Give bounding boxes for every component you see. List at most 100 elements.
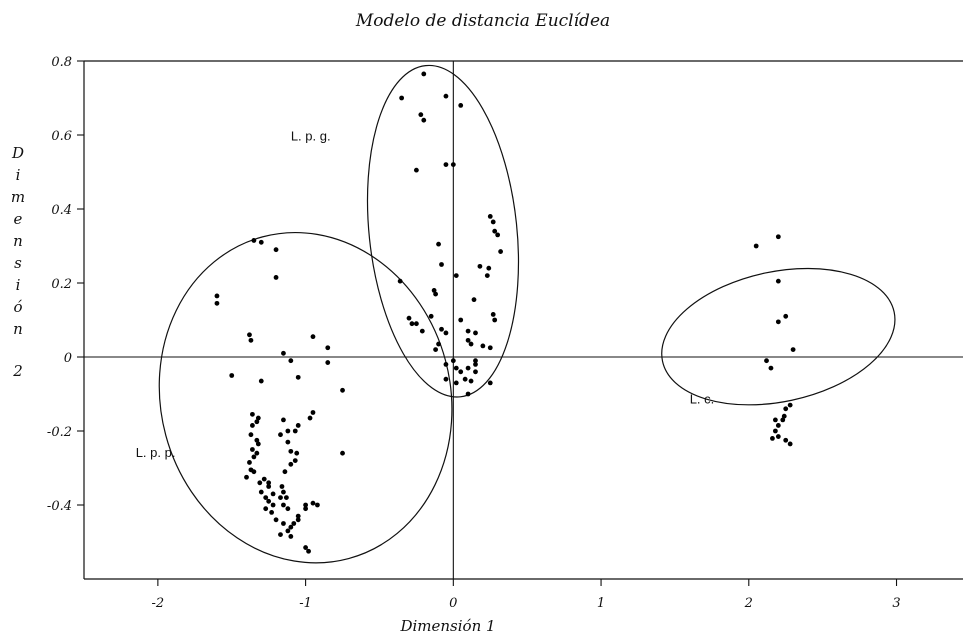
data-point: [421, 71, 427, 77]
data-point: [753, 243, 759, 249]
data-point: [285, 428, 291, 434]
data-point: [487, 345, 493, 351]
data-point: [780, 417, 786, 423]
data-point: [281, 489, 286, 495]
data-point: [465, 365, 471, 371]
data-point: [247, 460, 252, 465]
data-point: [783, 406, 789, 412]
data-point: [486, 265, 492, 271]
data-point: [270, 491, 276, 497]
data-point: [288, 524, 294, 530]
data-point: [257, 480, 263, 486]
data-point: [487, 380, 493, 386]
data-point: [436, 341, 441, 347]
data-point: [468, 341, 474, 347]
data-point: [495, 232, 501, 238]
cluster-label: L. p. p.: [136, 445, 176, 460]
cluster-label: L. c.: [690, 391, 715, 406]
data-point: [484, 273, 490, 278]
data-point: [285, 506, 291, 512]
y-axis-label-char: m: [11, 188, 25, 206]
data-point: [306, 548, 311, 554]
data-point: [214, 293, 220, 299]
data-point: [453, 365, 459, 371]
y-axis-label-char: ó: [13, 298, 22, 316]
data-point: [285, 439, 291, 445]
data-point: [487, 214, 493, 219]
data-point: [229, 373, 235, 378]
data-point: [772, 428, 778, 434]
data-point: [281, 417, 286, 423]
y-axis-label-char: n: [13, 320, 23, 338]
x-tick-label: 3: [892, 596, 900, 611]
data-point: [307, 415, 313, 421]
data-point: [250, 423, 255, 428]
data-point: [244, 474, 249, 480]
data-point: [775, 234, 781, 240]
data-point: [436, 241, 441, 247]
data-point: [409, 321, 415, 327]
data-point: [443, 162, 449, 168]
data-point: [465, 328, 471, 334]
axis-ticks: -2 -1 0 1 2 3 0.8 0.6 0.4 0.2 0 -0.2 -0.4: [47, 55, 901, 611]
data-point: [292, 428, 298, 434]
data-point: [270, 502, 276, 508]
data-point: [281, 350, 286, 356]
y-axis-label-char: i: [16, 166, 21, 184]
data-point: [406, 315, 412, 321]
data-point: [295, 517, 301, 523]
data-point: [450, 162, 456, 168]
data-point: [248, 432, 254, 438]
y-tick-label: 0.6: [51, 129, 72, 144]
data-point: [281, 502, 286, 508]
cluster-annotations: L. p. g. L. p. p. L. c.: [136, 129, 715, 460]
data-point: [295, 513, 301, 519]
data-point: [310, 410, 316, 415]
cluster-ellipses: [158, 64, 896, 564]
data-point: [473, 369, 478, 375]
data-point: [294, 450, 300, 456]
data-point: [473, 362, 478, 367]
data-point: [433, 347, 438, 352]
data-point: [279, 484, 285, 489]
cluster-ellipse: [661, 267, 896, 406]
data-point: [419, 328, 425, 334]
data-point: [255, 441, 261, 447]
data-point: [490, 312, 496, 317]
data-point: [288, 461, 294, 467]
x-tick-label: 2: [744, 596, 753, 611]
data-point: [288, 358, 294, 364]
data-point: [269, 510, 275, 515]
data-point: [263, 495, 269, 500]
data-point: [303, 506, 308, 512]
data-point: [282, 469, 288, 475]
data-point: [453, 380, 459, 386]
data-point: [480, 343, 486, 349]
data-point: [439, 262, 444, 267]
data-point: [775, 434, 781, 439]
data-point: [471, 297, 477, 303]
data-point: [255, 415, 261, 421]
data-point: [254, 437, 260, 443]
data-point: [498, 249, 504, 254]
data-point: [266, 498, 272, 504]
data-point: [473, 330, 478, 336]
y-tick-label: 0.2: [51, 277, 72, 292]
data-point: [258, 378, 264, 384]
y-axis-label-char: s: [14, 254, 22, 272]
data-point: [790, 347, 796, 352]
data-point: [247, 332, 252, 338]
data-point: [431, 288, 437, 293]
data-point: [439, 326, 444, 332]
data-point: [258, 489, 264, 495]
data-point: [413, 167, 419, 173]
data-point: [303, 502, 308, 508]
data-point: [281, 521, 286, 526]
data-point: [768, 365, 774, 371]
data-point: [291, 521, 297, 526]
data-point: [770, 436, 775, 441]
data-point: [340, 450, 345, 456]
data-points: [214, 71, 796, 554]
data-point: [783, 313, 789, 319]
